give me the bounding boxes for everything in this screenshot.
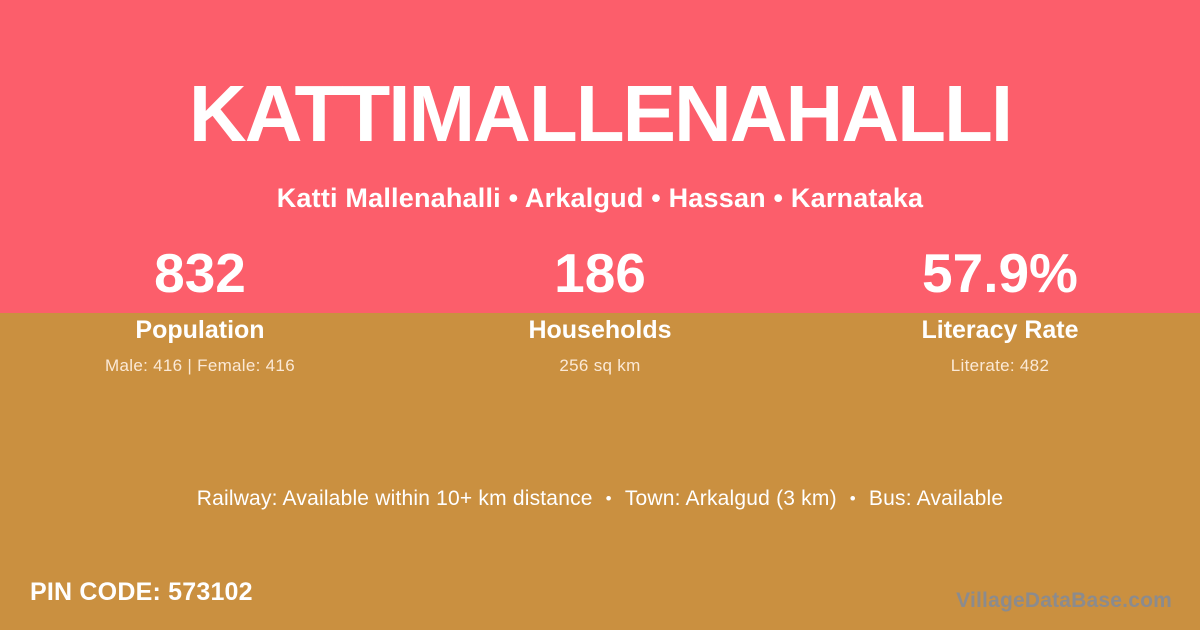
village-title: KATTIMALLENAHALLI — [188, 69, 1013, 158]
amenities-line: Railway: Available within 10+ km distanc… — [0, 487, 1200, 511]
population-label: Population — [135, 316, 265, 344]
literacy-label: Literacy Rate — [921, 316, 1079, 344]
bullet-separator: • — [849, 489, 856, 508]
bus-info: Bus: Available — [868, 487, 1004, 510]
literacy-value: 57.9% — [922, 242, 1078, 304]
stat-literacy: 57.9% Literacy Rate Literate: 482 — [800, 246, 1200, 376]
pin-code-label: PIN CODE: — [30, 578, 161, 606]
households-label: Households — [528, 316, 672, 344]
bullet-separator: • — [605, 489, 612, 508]
stat-population: 832 Population Male: 416 | Female: 416 — [0, 246, 400, 376]
stat-households: 186 Households 256 sq km — [400, 246, 800, 376]
population-value: 832 — [154, 242, 246, 304]
population-detail: Male: 416 | Female: 416 — [105, 356, 295, 375]
pin-code: PIN CODE: 573102 — [30, 578, 253, 607]
households-value: 186 — [554, 242, 646, 304]
stats-row: 832 Population Male: 416 | Female: 416 1… — [0, 246, 1200, 376]
watermark: VillageDataBase.com — [956, 589, 1172, 612]
hero-section — [0, 0, 1200, 313]
town-info: Town: Arkalgud (3 km) — [624, 487, 837, 510]
railway-info: Railway: Available within 10+ km distanc… — [196, 487, 593, 510]
literacy-detail: Literate: 482 — [950, 356, 1050, 375]
households-detail: 256 sq km — [559, 356, 641, 375]
village-breadcrumb: Katti Mallenahalli • Arkalgud • Hassan •… — [276, 183, 924, 213]
pin-code-value: 573102 — [168, 578, 253, 606]
